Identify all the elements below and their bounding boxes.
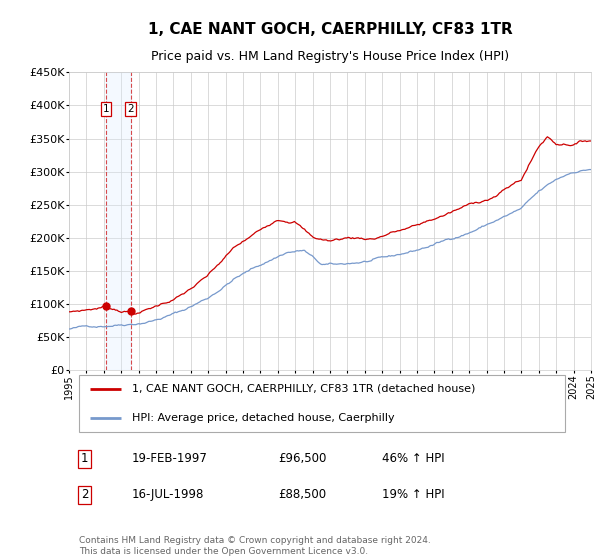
Bar (106, 72, 131, 370)
Text: 19-FEB-1997: 19-FEB-1997 (131, 452, 208, 465)
Text: Price paid vs. HM Land Registry's House Price Index (HPI): Price paid vs. HM Land Registry's House … (151, 50, 509, 63)
Text: 2: 2 (81, 488, 88, 501)
Text: 1, CAE NANT GOCH, CAERPHILLY, CF83 1TR (detached house): 1, CAE NANT GOCH, CAERPHILLY, CF83 1TR (… (131, 384, 475, 394)
Text: 2: 2 (127, 104, 134, 114)
FancyBboxPatch shape (79, 375, 565, 432)
Text: 1: 1 (103, 104, 109, 114)
Text: 1: 1 (81, 452, 88, 465)
Text: £96,500: £96,500 (278, 452, 326, 465)
Text: 1, CAE NANT GOCH, CAERPHILLY, CF83 1TR: 1, CAE NANT GOCH, CAERPHILLY, CF83 1TR (148, 22, 512, 37)
Text: HPI: Average price, detached house, Caerphilly: HPI: Average price, detached house, Caer… (131, 413, 394, 423)
Text: Contains HM Land Registry data © Crown copyright and database right 2024.
This d: Contains HM Land Registry data © Crown c… (79, 535, 431, 557)
Text: 16-JUL-1998: 16-JUL-1998 (131, 488, 204, 501)
Text: £88,500: £88,500 (278, 488, 326, 501)
Text: 46% ↑ HPI: 46% ↑ HPI (382, 452, 445, 465)
Text: 19% ↑ HPI: 19% ↑ HPI (382, 488, 445, 501)
